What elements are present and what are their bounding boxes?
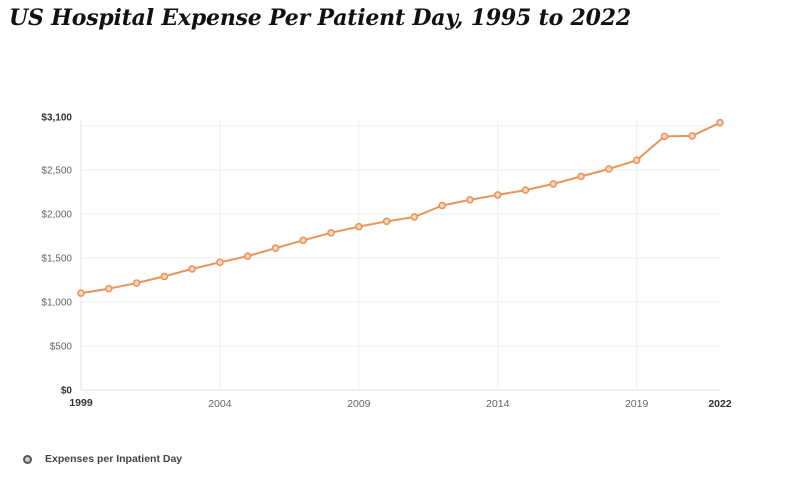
y-tick-label: $1,000 xyxy=(41,297,72,308)
series-line xyxy=(80,121,721,295)
data-point-2018 xyxy=(605,165,613,173)
data-point-2017 xyxy=(577,172,585,181)
y-tick-label: $3,100 xyxy=(41,113,72,124)
data-point-2021 xyxy=(688,132,697,140)
data-point-2019 xyxy=(632,156,641,164)
legend: Expenses per Inpatient Day xyxy=(22,453,182,465)
x-axis-tick-labels: 1999 2004 2009 2014 2019 2022 xyxy=(69,397,732,410)
data-point-2012 xyxy=(438,201,446,210)
data-point-2009 xyxy=(355,222,363,231)
axes xyxy=(80,120,720,391)
y-tick-label: $500 xyxy=(50,341,73,352)
data-point-2016 xyxy=(549,180,558,188)
y-tick-label: $2,000 xyxy=(41,209,72,220)
x-tick-label: 2019 xyxy=(625,398,649,410)
y-tick-label: $2,500 xyxy=(41,165,72,176)
data-point-2010 xyxy=(382,217,391,226)
data-point-2013 xyxy=(466,195,474,204)
data-point-2006 xyxy=(271,244,280,253)
y-tick-label: $1,500 xyxy=(41,253,72,264)
data-point-2001 xyxy=(132,279,141,287)
x-tick-label: 1999 xyxy=(69,397,93,409)
x-tick-label: 2014 xyxy=(486,398,510,410)
data-point-2015 xyxy=(521,186,530,194)
x-tick-label: 2009 xyxy=(347,398,371,410)
y-axis-tick-labels: $0 $500 $1,000 $1,500 $2,000 $2,500 $3,100 xyxy=(41,113,72,397)
data-point-2004 xyxy=(216,258,224,267)
data-point-2008 xyxy=(327,229,335,237)
chart-title: US Hospital Expense Per Patient Day, 199… xyxy=(9,5,631,31)
data-point-2007 xyxy=(299,236,308,245)
data-point-2003 xyxy=(188,265,196,273)
circle-marker-icon xyxy=(23,454,32,464)
data-point-2011 xyxy=(410,213,419,221)
data-point-2005 xyxy=(243,252,252,260)
data-point-1999 xyxy=(77,289,85,297)
series-expenses-per-inpatient-day xyxy=(77,118,724,297)
x-tick-label: 2004 xyxy=(208,398,232,410)
x-tick-label: 2022 xyxy=(708,398,732,410)
data-point-2014 xyxy=(493,191,502,199)
legend-label: Expenses per Inpatient Day xyxy=(45,453,183,465)
y-tick-label: $0 xyxy=(61,386,73,397)
data-point-2022 xyxy=(716,118,724,127)
data-point-2002 xyxy=(160,272,169,281)
data-point-2000 xyxy=(104,284,113,293)
gridlines xyxy=(81,120,720,390)
data-point-2020 xyxy=(660,132,669,141)
